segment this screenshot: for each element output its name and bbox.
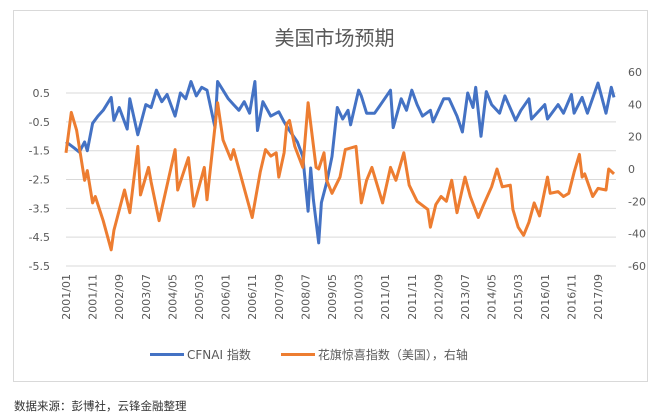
legend-swatch-cfnai [150, 353, 184, 356]
x-axis-tick: 2016/01 [539, 274, 552, 320]
right-axis-tick: -60 [628, 260, 646, 273]
legend-label-citi: 花旗惊喜指数（美国），右轴 [317, 348, 468, 362]
x-axis-tick: 2009/05 [326, 274, 339, 320]
x-axis-tick: 2006/11 [246, 274, 259, 320]
legend-label-cfnai: CFNAI 指数 [187, 348, 251, 362]
chart-title: 美国市场预期 [274, 26, 395, 50]
x-axis-tick: 2001/01 [60, 274, 73, 320]
series-line-cfnai [65, 80, 616, 245]
x-axis-tick: 2005/03 [193, 274, 206, 320]
left-axis-tick: -4.5 [29, 231, 50, 244]
x-axis-tick: 2017/09 [592, 274, 605, 320]
x-axis-tick: 2011/01 [379, 274, 392, 320]
x-axis-tick: 2016/11 [565, 274, 578, 320]
left-axis-tick: -5.5 [29, 260, 50, 273]
right-axis-tick: 60 [628, 66, 642, 79]
x-axis-tick: 2011/11 [406, 274, 419, 320]
series-line-citi-surprise [64, 101, 616, 252]
x-axis-tick: 2003/07 [140, 274, 153, 320]
left-axis-tick: -2.5 [29, 174, 50, 187]
right-axis-tick: 0 [628, 163, 635, 176]
left-axis-tick: -1.5 [29, 145, 50, 158]
right-axis-tick: -20 [628, 195, 646, 208]
x-axis-tick: 2006/01 [220, 274, 233, 320]
x-axis-tick: 2014/05 [486, 274, 499, 320]
source-caption: 数据来源：彭博社，云锋金融整理 [14, 399, 187, 413]
left-axis-tick: -0.5 [29, 116, 50, 129]
chart-frame [13, 10, 648, 382]
x-axis-tick: 2007/09 [273, 274, 286, 320]
legend-swatch-citi [280, 353, 315, 356]
left-axis-tick: -3.5 [29, 202, 50, 215]
legend: CFNAI 指数 花旗惊喜指数（美国），右轴 [150, 346, 468, 363]
x-axis-tick: 2002/09 [113, 274, 126, 320]
left-axis-tick: 0.5 [33, 87, 51, 100]
right-axis-tick: 40 [628, 98, 642, 111]
right-axis-tick: 20 [628, 131, 642, 144]
x-axis-tick: 2012/09 [432, 274, 445, 320]
x-axis-tick: 2010/03 [353, 274, 366, 320]
x-axis-tick: 2015/03 [512, 274, 525, 320]
x-axis-tick: 2008/07 [299, 274, 312, 320]
x-axis-tick: 2004/05 [166, 274, 179, 320]
right-axis-tick: -40 [628, 228, 646, 241]
x-axis-tick: 2001/11 [87, 274, 100, 320]
x-axis-tick: 2013/07 [459, 274, 472, 320]
